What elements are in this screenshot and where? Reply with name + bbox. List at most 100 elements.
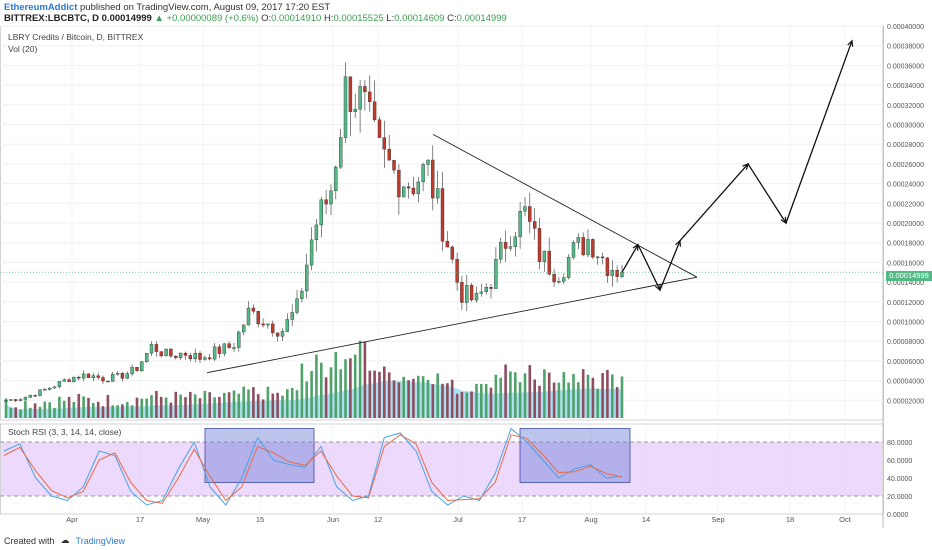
candle-body [421, 164, 425, 182]
time-tick-label: 17 [518, 515, 526, 524]
volume-bar [339, 369, 342, 418]
volume-bar [378, 371, 381, 418]
candle-body [547, 250, 551, 275]
volume-bar [611, 374, 614, 418]
candle-body [571, 242, 576, 258]
volume-bar [101, 406, 105, 418]
candle-body [455, 259, 459, 283]
stoch-d-line [3, 434, 623, 504]
candle-body [295, 298, 299, 313]
candle-body [363, 86, 367, 93]
candle-body [77, 376, 81, 379]
candle-body [610, 270, 614, 276]
volume-bar [514, 372, 517, 418]
candle-body [96, 375, 100, 378]
candle-body [518, 210, 522, 237]
price-tick-label: 0.00024000 [887, 182, 924, 189]
candle-body [445, 240, 450, 248]
time-tick-label: Jun [327, 515, 339, 524]
candle-body [436, 188, 440, 199]
volume-bar [72, 402, 76, 418]
high-label: H: [323, 13, 334, 24]
close-value: 0.00014999 [456, 13, 507, 24]
volume-bar [256, 394, 260, 418]
volume-bar [465, 392, 469, 418]
stoch-highlight-box [204, 428, 315, 483]
candle-body [503, 242, 508, 249]
candle-body [557, 281, 561, 283]
volume-bar [208, 392, 211, 418]
price-tick-label: 0.00018000 [887, 241, 924, 248]
volume-bar [441, 383, 444, 418]
candle-body [513, 236, 517, 248]
volume-bar [407, 380, 410, 418]
candle-body [23, 397, 28, 400]
volume-bar [455, 393, 459, 418]
candle-body [358, 86, 362, 110]
time-tick-label: Apr [66, 515, 78, 524]
candle-body [169, 348, 173, 357]
candle-body [339, 137, 343, 168]
volume-bar [353, 354, 357, 418]
volume-bar [82, 396, 85, 418]
volume-bar [290, 387, 294, 418]
candle-body [508, 246, 513, 249]
candle-body [348, 76, 353, 112]
volume-bar [523, 373, 527, 418]
volume-bar [543, 369, 546, 418]
volume-bar [596, 388, 599, 418]
candle-body [620, 272, 624, 277]
candle-body [576, 237, 580, 243]
volume-bar [518, 382, 522, 418]
volume-bar [450, 379, 454, 418]
candle-body [397, 169, 401, 198]
volume-bar [232, 390, 236, 418]
symbol-label[interactable]: LBRY Credits / Bitcoin, D, BITTREX [8, 32, 144, 42]
price-tick-label: 0.00008000 [887, 339, 924, 346]
volume-bar [533, 379, 536, 418]
volume-bar [29, 407, 32, 418]
price-tick-label: 0.00004000 [887, 379, 924, 386]
candle-body [256, 311, 260, 325]
candle-body [440, 188, 445, 242]
price-tick-label: 0.00034000 [887, 83, 924, 90]
candle-body [183, 352, 188, 356]
author-name[interactable]: EthereumAddict [4, 2, 78, 13]
volume-bar [552, 382, 556, 418]
candle-body [38, 389, 42, 396]
candle-body [101, 377, 105, 382]
stoch-rsi-label[interactable]: Stoch RSI (3, 3, 14, 14, close) [8, 427, 122, 437]
candle-body [18, 399, 23, 401]
candle-body [159, 351, 163, 357]
candle-body [62, 379, 66, 382]
candle-body [81, 373, 86, 379]
volume-bar [577, 382, 580, 418]
candle-body [537, 228, 542, 262]
candle-body [324, 199, 328, 205]
volume-bar [334, 352, 338, 418]
volume-bar [227, 392, 231, 418]
volume-bar [373, 370, 376, 418]
stoch-band [1, 442, 882, 496]
candle-body [290, 312, 294, 320]
price-tick-label: 0.00026000 [887, 162, 924, 169]
volume-bar [87, 397, 90, 418]
tradingview-brand[interactable]: TradingView [75, 535, 126, 546]
time-tick-label: 15 [256, 515, 264, 524]
close-label: C: [447, 13, 457, 24]
candle-body [309, 239, 314, 266]
volume-label[interactable]: Vol (20) [8, 44, 38, 54]
candle-body [552, 274, 556, 283]
volume-bar [218, 396, 221, 418]
candle-body [474, 293, 479, 301]
time-tick-label: Oct [839, 515, 852, 524]
pair-label: BITTREX:LBCBTC, D [4, 13, 99, 24]
volume-bar [53, 407, 56, 418]
volume-bar [223, 392, 226, 418]
candle-body [450, 246, 454, 260]
candle-body [275, 332, 280, 337]
volume-bar [368, 370, 372, 418]
candle-body [596, 256, 600, 259]
volume-bar [421, 376, 425, 418]
volume-bar [247, 389, 250, 418]
